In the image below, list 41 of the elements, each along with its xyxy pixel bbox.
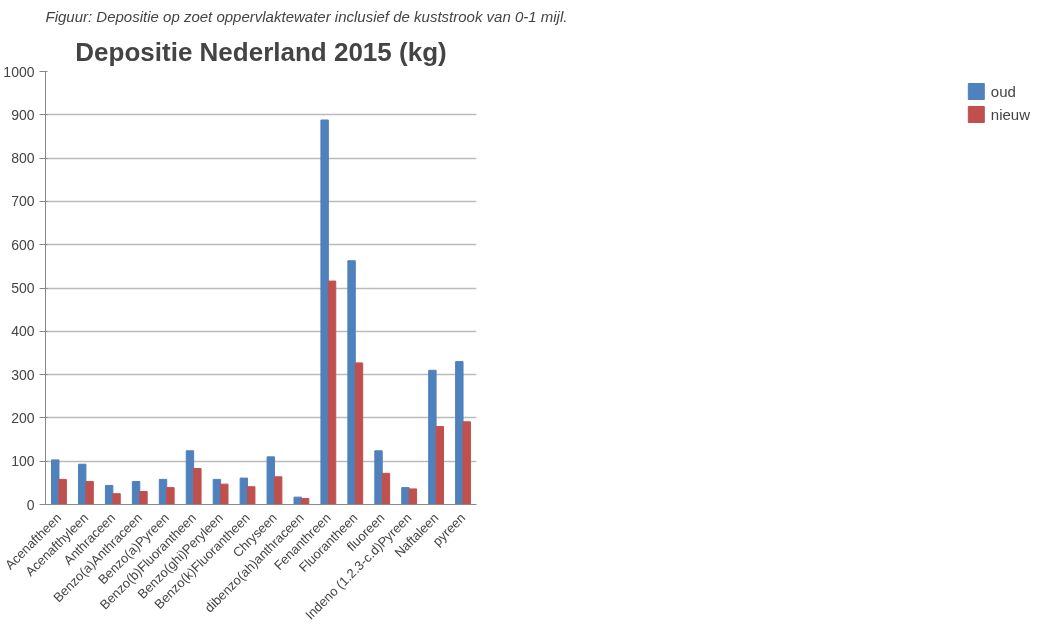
bar <box>78 463 87 505</box>
bar <box>193 468 202 505</box>
bar <box>112 493 121 505</box>
bar <box>266 456 275 505</box>
y-tick-label: 0 <box>26 496 35 513</box>
bar <box>320 119 329 505</box>
bar <box>408 488 418 505</box>
y-tick-label: 500 <box>11 280 35 296</box>
bar <box>462 421 471 505</box>
legend-label: nieuw <box>990 105 1030 123</box>
y-tick-label: 400 <box>11 323 35 340</box>
bar <box>293 496 302 505</box>
bar <box>139 491 148 505</box>
bar <box>428 369 437 505</box>
y-tick-label: 600 <box>11 236 35 253</box>
bar <box>435 426 444 505</box>
bar <box>166 487 175 505</box>
bar <box>247 486 256 505</box>
bar <box>401 487 410 505</box>
legend-label: oud <box>990 82 1016 100</box>
bar <box>354 362 364 505</box>
y-tick-label: 200 <box>11 409 35 426</box>
y-tick-label: 300 <box>11 366 35 383</box>
y-tick-label: 900 <box>11 106 35 123</box>
bar <box>455 361 464 505</box>
bar <box>51 459 60 505</box>
bar <box>381 472 391 505</box>
y-tick-label: 100 <box>11 453 35 470</box>
bar <box>327 280 337 505</box>
bar <box>347 260 356 505</box>
y-tick-label: 800 <box>11 150 35 167</box>
y-tick-label: 700 <box>11 193 35 210</box>
y-tick-label: 1000 <box>3 63 35 80</box>
bar <box>374 450 383 505</box>
bar <box>58 478 67 505</box>
bar <box>273 476 283 505</box>
bar <box>239 477 249 505</box>
text: Figuur: Depositie op zoet oppervlaktewater inclusief de kuststrook van 0-1 mijl. <box>45 7 568 25</box>
bar <box>85 481 94 505</box>
chart-title: Depositie Nederland 2015 (kg) <box>75 36 447 67</box>
bar <box>220 483 229 505</box>
